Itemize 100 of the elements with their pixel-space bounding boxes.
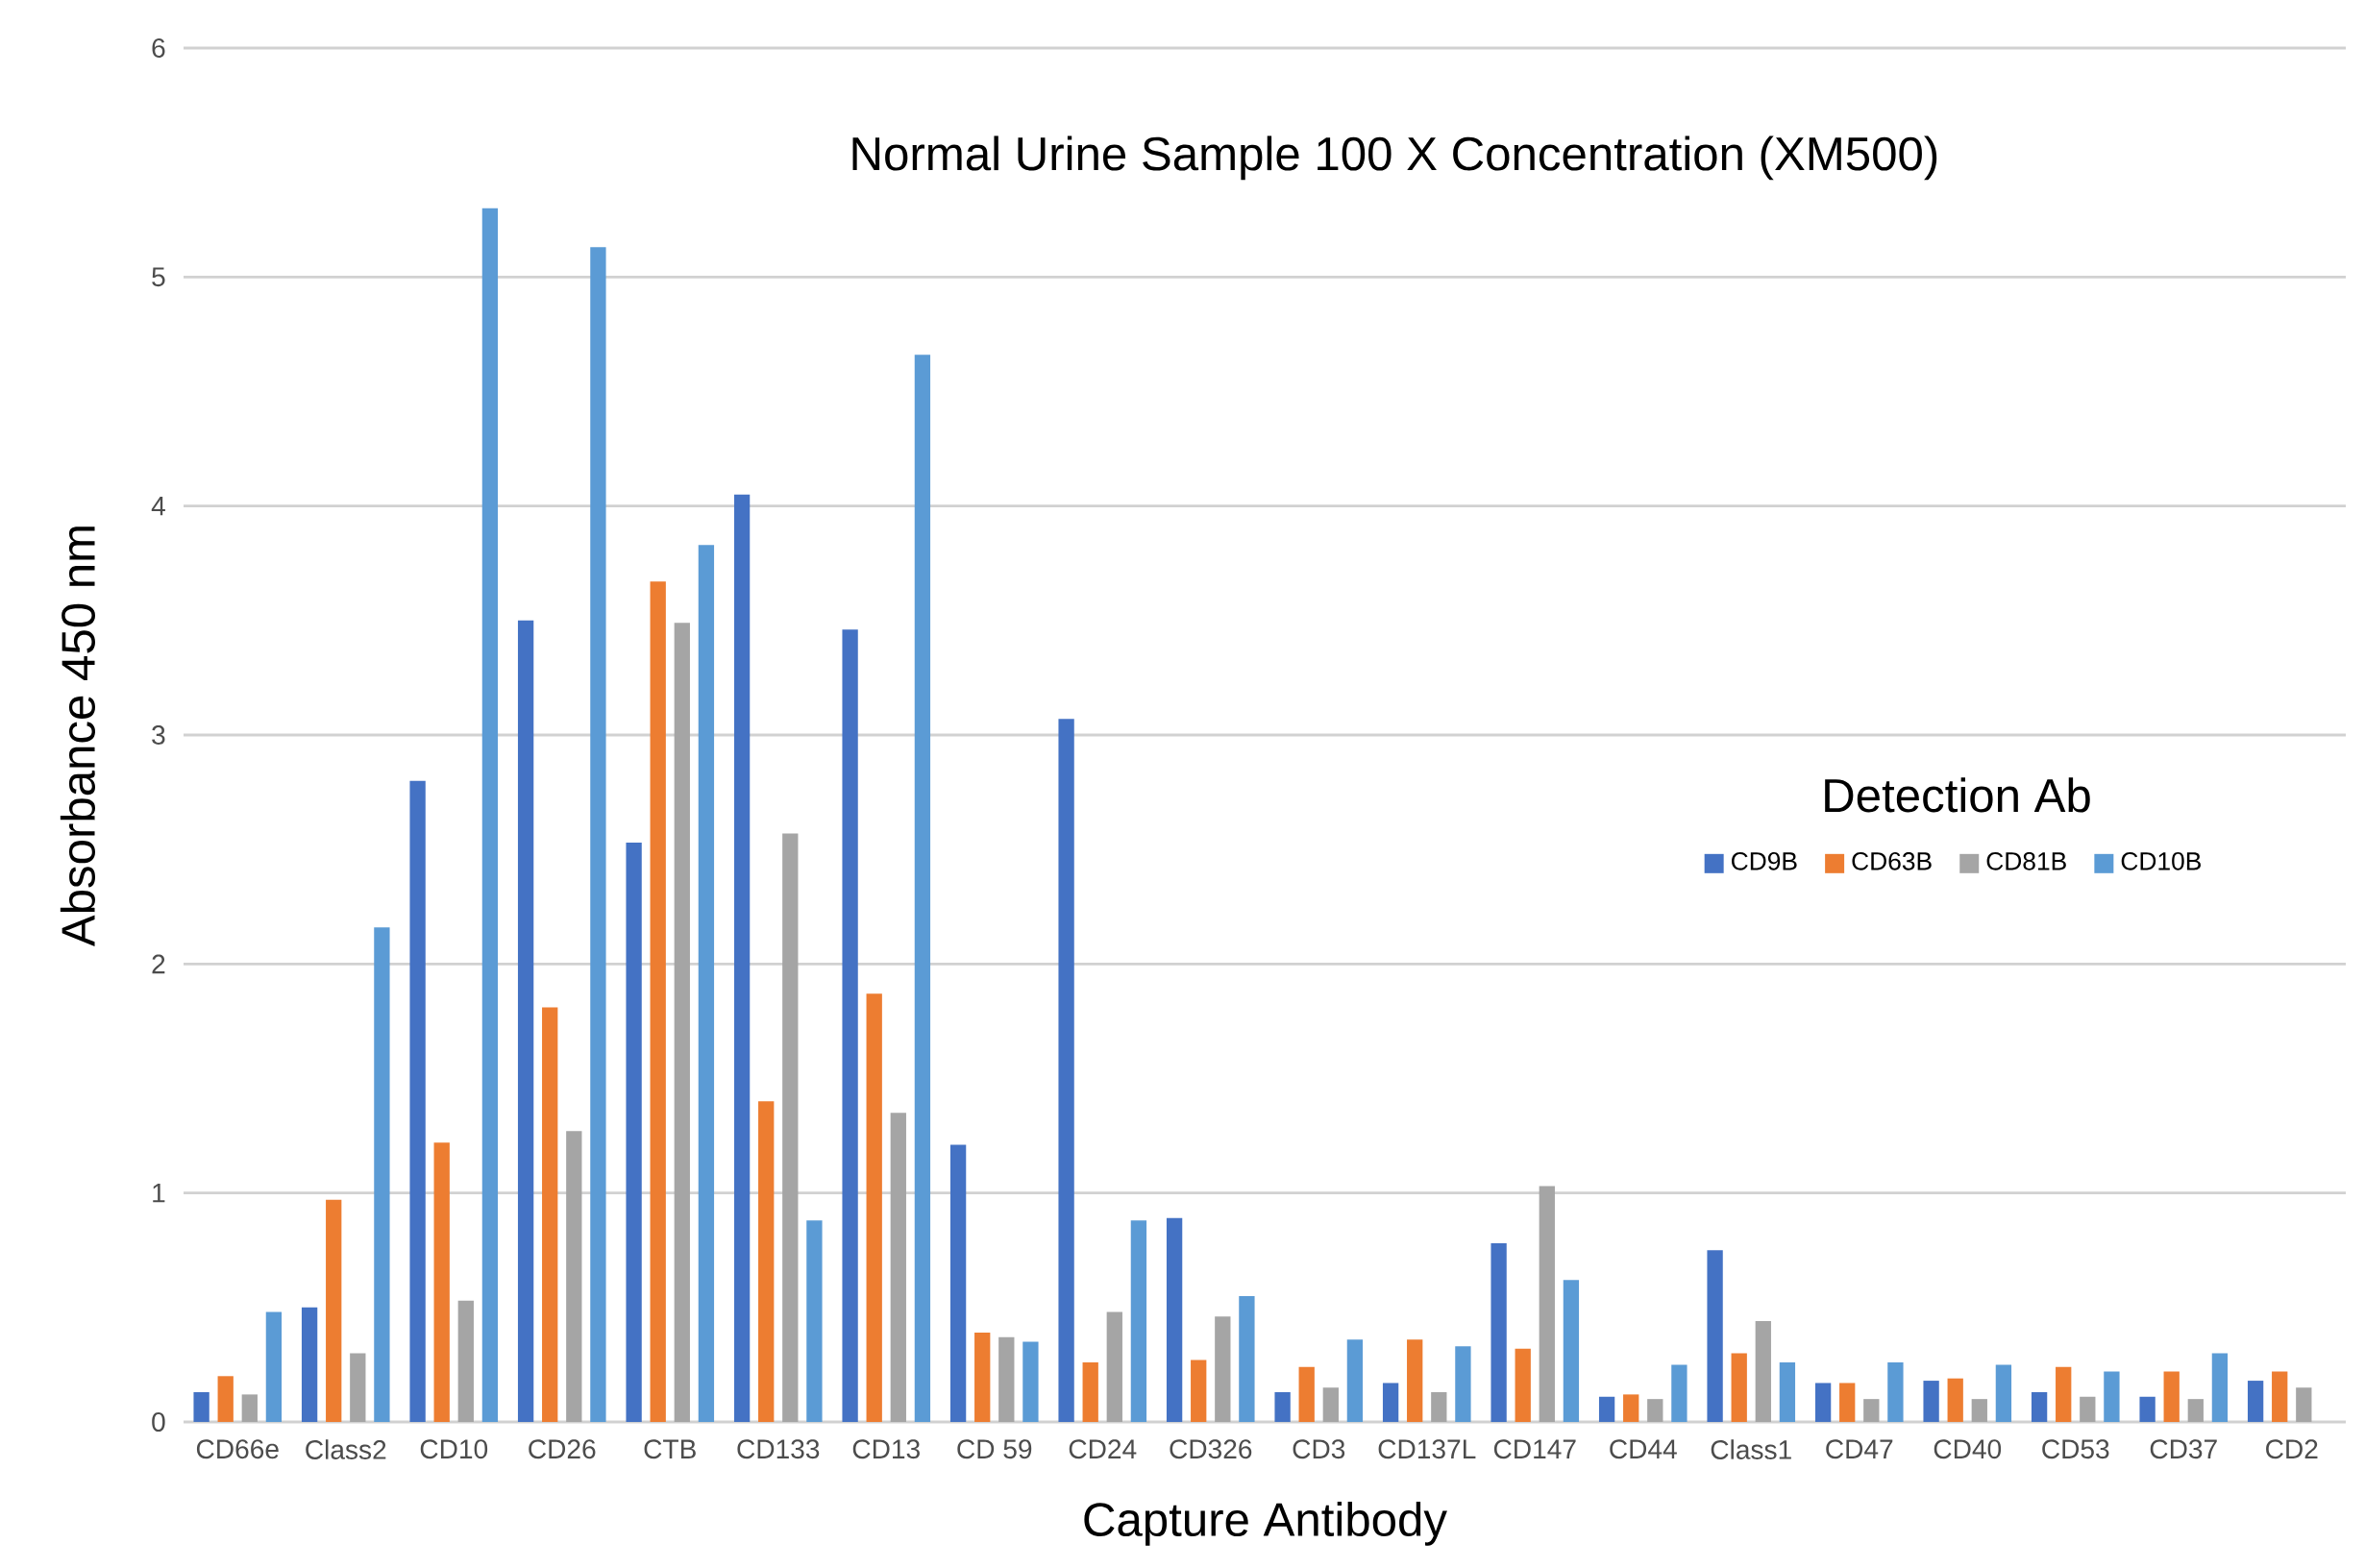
y-tick-label: 0 bbox=[152, 1412, 165, 1432]
bar bbox=[2211, 1353, 2229, 1422]
bar bbox=[1863, 1399, 1880, 1422]
bar bbox=[1130, 1220, 1147, 1422]
bar bbox=[433, 1142, 450, 1422]
bar bbox=[949, 1144, 967, 1422]
bar bbox=[1215, 1316, 1231, 1422]
bar bbox=[590, 247, 606, 1422]
bar bbox=[650, 581, 666, 1422]
bar bbox=[1082, 1362, 1098, 1422]
bar bbox=[1887, 1362, 1904, 1422]
bar bbox=[1923, 1381, 1939, 1422]
legend-label: CD81B bbox=[1986, 851, 2066, 870]
bar bbox=[2187, 1399, 2204, 1422]
x-tick-label: CD66e bbox=[196, 1439, 279, 1459]
bar bbox=[542, 1007, 558, 1422]
bar bbox=[301, 1307, 318, 1422]
x-tick-label: CD133 bbox=[737, 1439, 820, 1459]
bar bbox=[1814, 1383, 1832, 1422]
bar bbox=[1839, 1383, 1856, 1422]
legend-label: CD9B bbox=[1732, 851, 1797, 870]
bar bbox=[1239, 1295, 1255, 1422]
x-tick-label: Class1 bbox=[1711, 1439, 1791, 1459]
bar bbox=[1106, 1311, 1122, 1422]
x-tick-label: Class2 bbox=[306, 1439, 386, 1459]
x-tick-label: CD26 bbox=[529, 1439, 596, 1459]
bar bbox=[1166, 1217, 1183, 1422]
bar bbox=[1598, 1396, 1615, 1422]
bar bbox=[758, 1101, 775, 1422]
bar bbox=[2296, 1387, 2312, 1422]
bar bbox=[1407, 1339, 1423, 1422]
bar bbox=[698, 545, 715, 1422]
x-tick-label: CD2 bbox=[2266, 1439, 2318, 1459]
x-tick-label: CD10 bbox=[420, 1439, 488, 1459]
x-tick-label: CD13 bbox=[852, 1439, 920, 1459]
bar bbox=[2104, 1371, 2120, 1422]
bar bbox=[409, 780, 426, 1422]
bar bbox=[241, 1394, 258, 1422]
bar bbox=[481, 208, 499, 1422]
y-tick-label: 5 bbox=[152, 267, 165, 287]
bar bbox=[1971, 1399, 1987, 1422]
bar bbox=[974, 1333, 991, 1422]
bar bbox=[517, 620, 534, 1422]
x-tick-label: CD37 bbox=[2150, 1439, 2217, 1459]
x-tick-label: CD40 bbox=[1934, 1439, 2002, 1459]
bar bbox=[193, 1392, 209, 1422]
bar bbox=[1191, 1360, 1207, 1422]
legend-label: CD10B bbox=[2121, 851, 2201, 870]
y-tick-label: 1 bbox=[153, 1183, 165, 1203]
y-tick-label: 4 bbox=[151, 496, 165, 516]
bar bbox=[217, 1376, 234, 1422]
bar bbox=[1947, 1378, 1963, 1422]
x-tick-label: CD 59 bbox=[957, 1439, 1032, 1459]
bar bbox=[566, 1131, 582, 1422]
y-tick-label: 6 bbox=[152, 38, 165, 58]
bar bbox=[1382, 1383, 1399, 1422]
bar bbox=[350, 1353, 366, 1422]
bar bbox=[1755, 1321, 1771, 1422]
bar bbox=[890, 1113, 906, 1422]
x-axis-title: Capture Antibody bbox=[1084, 1501, 1447, 1546]
bar bbox=[1298, 1366, 1315, 1422]
x-tick-label: CD24 bbox=[1069, 1439, 1137, 1459]
bar bbox=[1671, 1364, 1688, 1422]
bar bbox=[2080, 1396, 2096, 1422]
x-tick-label: CD44 bbox=[1610, 1439, 1677, 1459]
bar bbox=[1731, 1353, 1747, 1422]
x-tick-label: CD47 bbox=[1826, 1439, 1893, 1459]
bar bbox=[2272, 1371, 2288, 1422]
bar bbox=[1707, 1250, 1723, 1422]
x-tick-label: CD147 bbox=[1493, 1439, 1576, 1459]
bar bbox=[1431, 1392, 1447, 1422]
y-tick-label: 2 bbox=[152, 954, 165, 974]
legend-title: Detection Ab bbox=[1825, 777, 2090, 813]
bar bbox=[1322, 1387, 1339, 1422]
bar bbox=[914, 355, 931, 1422]
bar bbox=[866, 993, 882, 1422]
bar bbox=[1455, 1346, 1471, 1422]
bar bbox=[1515, 1348, 1531, 1422]
bar bbox=[1022, 1341, 1039, 1422]
bar bbox=[374, 927, 390, 1422]
bar bbox=[2139, 1396, 2156, 1422]
bar bbox=[1779, 1362, 1796, 1422]
bar bbox=[1274, 1392, 1291, 1422]
bar bbox=[457, 1300, 474, 1422]
bar bbox=[1563, 1280, 1580, 1422]
bar bbox=[733, 494, 751, 1422]
bar bbox=[1490, 1243, 1507, 1422]
bar bbox=[782, 833, 799, 1422]
bar bbox=[1058, 719, 1074, 1422]
bar bbox=[326, 1199, 342, 1422]
bar bbox=[674, 623, 690, 1422]
bar bbox=[1647, 1399, 1663, 1422]
y-tick-label: 3 bbox=[152, 725, 165, 745]
bar bbox=[2031, 1392, 2048, 1422]
bar bbox=[806, 1220, 823, 1422]
bar bbox=[998, 1336, 1015, 1422]
bar bbox=[265, 1311, 283, 1422]
bar bbox=[1539, 1186, 1555, 1422]
x-tick-label: CTB bbox=[644, 1439, 696, 1459]
bar bbox=[2163, 1371, 2180, 1422]
